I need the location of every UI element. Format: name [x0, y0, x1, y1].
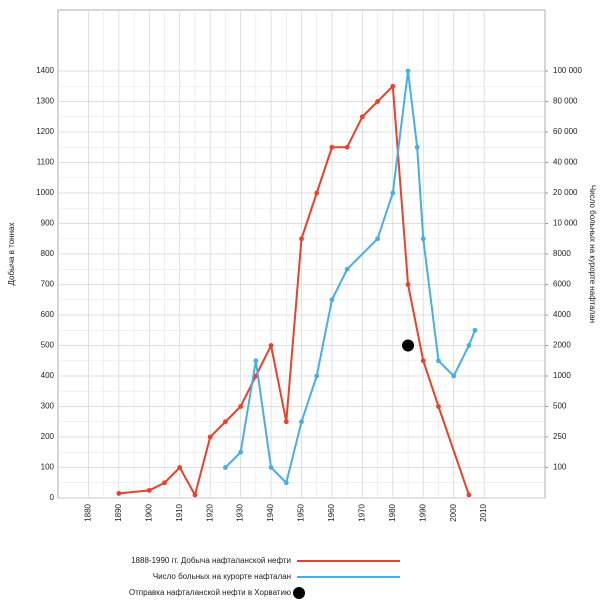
y-tick-label: 900: [41, 219, 55, 228]
point: [436, 358, 441, 364]
point: [177, 465, 183, 470]
marker: [402, 339, 415, 352]
y2-tick-label: 8000: [553, 249, 571, 258]
x-tick-label: 2000: [449, 503, 458, 521]
y-tick-label: 0: [50, 493, 55, 502]
point: [283, 480, 289, 486]
point: [344, 266, 350, 272]
series-line: [118, 84, 470, 498]
x-tick-label: 1880: [84, 503, 93, 521]
x-tick-label: 1920: [205, 503, 214, 521]
y-tick-label: 1300: [36, 97, 54, 106]
series-line: [224, 70, 476, 485]
x-tick-label: 2010: [479, 503, 488, 521]
point: [299, 419, 304, 425]
x-tick-label: 1890: [114, 503, 123, 521]
x-tick-label: 1990: [418, 503, 427, 521]
y-tick-label: 1100: [37, 158, 55, 167]
y2-tick-label: 80 000: [553, 97, 578, 106]
y2-tick-label: 100 000: [553, 66, 582, 75]
y2-tick-label: 40 000: [553, 158, 578, 167]
point: [420, 236, 426, 242]
point: [375, 236, 380, 242]
point: [238, 404, 244, 409]
y-tick-label: 1400: [36, 66, 54, 75]
y-tick-label: 500: [41, 341, 55, 350]
point: [466, 492, 472, 498]
legend-swatch: [293, 587, 305, 599]
y-tick-label: 700: [41, 280, 55, 289]
point: [329, 297, 335, 303]
point: [223, 419, 228, 425]
point: [253, 358, 259, 364]
point: [314, 190, 320, 196]
point: [344, 144, 350, 150]
y-tick-label: 600: [41, 310, 55, 319]
y-tick-label: 200: [41, 432, 55, 441]
y2-tick-label: 250: [553, 432, 567, 441]
y-tick-label: 1200: [36, 127, 54, 136]
x-tick-label: 1910: [175, 503, 184, 521]
point: [436, 404, 441, 409]
point: [472, 327, 478, 333]
point: [207, 434, 213, 440]
y-tick-label: 400: [41, 371, 55, 380]
x-tick-label: 1960: [327, 503, 336, 521]
point: [405, 68, 411, 74]
point: [223, 465, 228, 470]
y2-tick-label: 6000: [553, 280, 571, 289]
y2-tick-label: 1000: [553, 371, 571, 380]
point: [314, 373, 320, 379]
y2-tick-label: 500: [553, 402, 567, 411]
point: [268, 465, 274, 470]
point: [329, 144, 335, 150]
point: [466, 343, 472, 348]
y2-tick-label: 20 000: [553, 188, 578, 197]
point: [283, 419, 289, 425]
point: [146, 487, 152, 493]
x-tick-label: 1940: [266, 503, 275, 521]
point: [390, 190, 396, 196]
y2-axis-label: Число больных на курорте нафталан: [588, 185, 597, 323]
point: [116, 491, 122, 496]
point: [375, 99, 380, 104]
y2-tick-label: 10 000: [553, 219, 578, 228]
x-tick-label: 1930: [236, 503, 245, 521]
x-tick-label: 1980: [388, 503, 397, 521]
x-tick-label: 1900: [144, 503, 153, 521]
y2-tick-label: 60 000: [553, 127, 578, 136]
y2-tick-label: 4000: [553, 310, 571, 319]
point: [359, 114, 365, 120]
point: [414, 144, 420, 150]
point: [192, 492, 198, 498]
x-tick-label: 1950: [297, 503, 306, 521]
legend-label: Отправка нафталанской нефти в Хорватию: [129, 588, 291, 597]
y2-tick-label: 2000: [553, 341, 571, 350]
legend-label: 1888-1990 гг. Добыча нафталанской нефти: [131, 556, 291, 565]
point: [268, 343, 274, 348]
point: [238, 449, 244, 455]
point: [162, 480, 167, 486]
y2-tick-label: 100: [553, 463, 567, 472]
point: [451, 373, 457, 379]
y-axis-label: Добыча в тоннах: [7, 223, 16, 286]
legend-label: Число больных на курорте нафталан: [153, 572, 291, 581]
point: [390, 83, 396, 89]
x-tick-label: 1970: [357, 503, 366, 521]
y-tick-label: 300: [41, 402, 55, 411]
point: [405, 282, 411, 287]
point: [299, 236, 304, 242]
point: [420, 358, 426, 364]
y-tick-label: 100: [41, 463, 55, 472]
y-tick-label: 1000: [36, 188, 54, 197]
y-tick-label: 800: [41, 249, 55, 258]
